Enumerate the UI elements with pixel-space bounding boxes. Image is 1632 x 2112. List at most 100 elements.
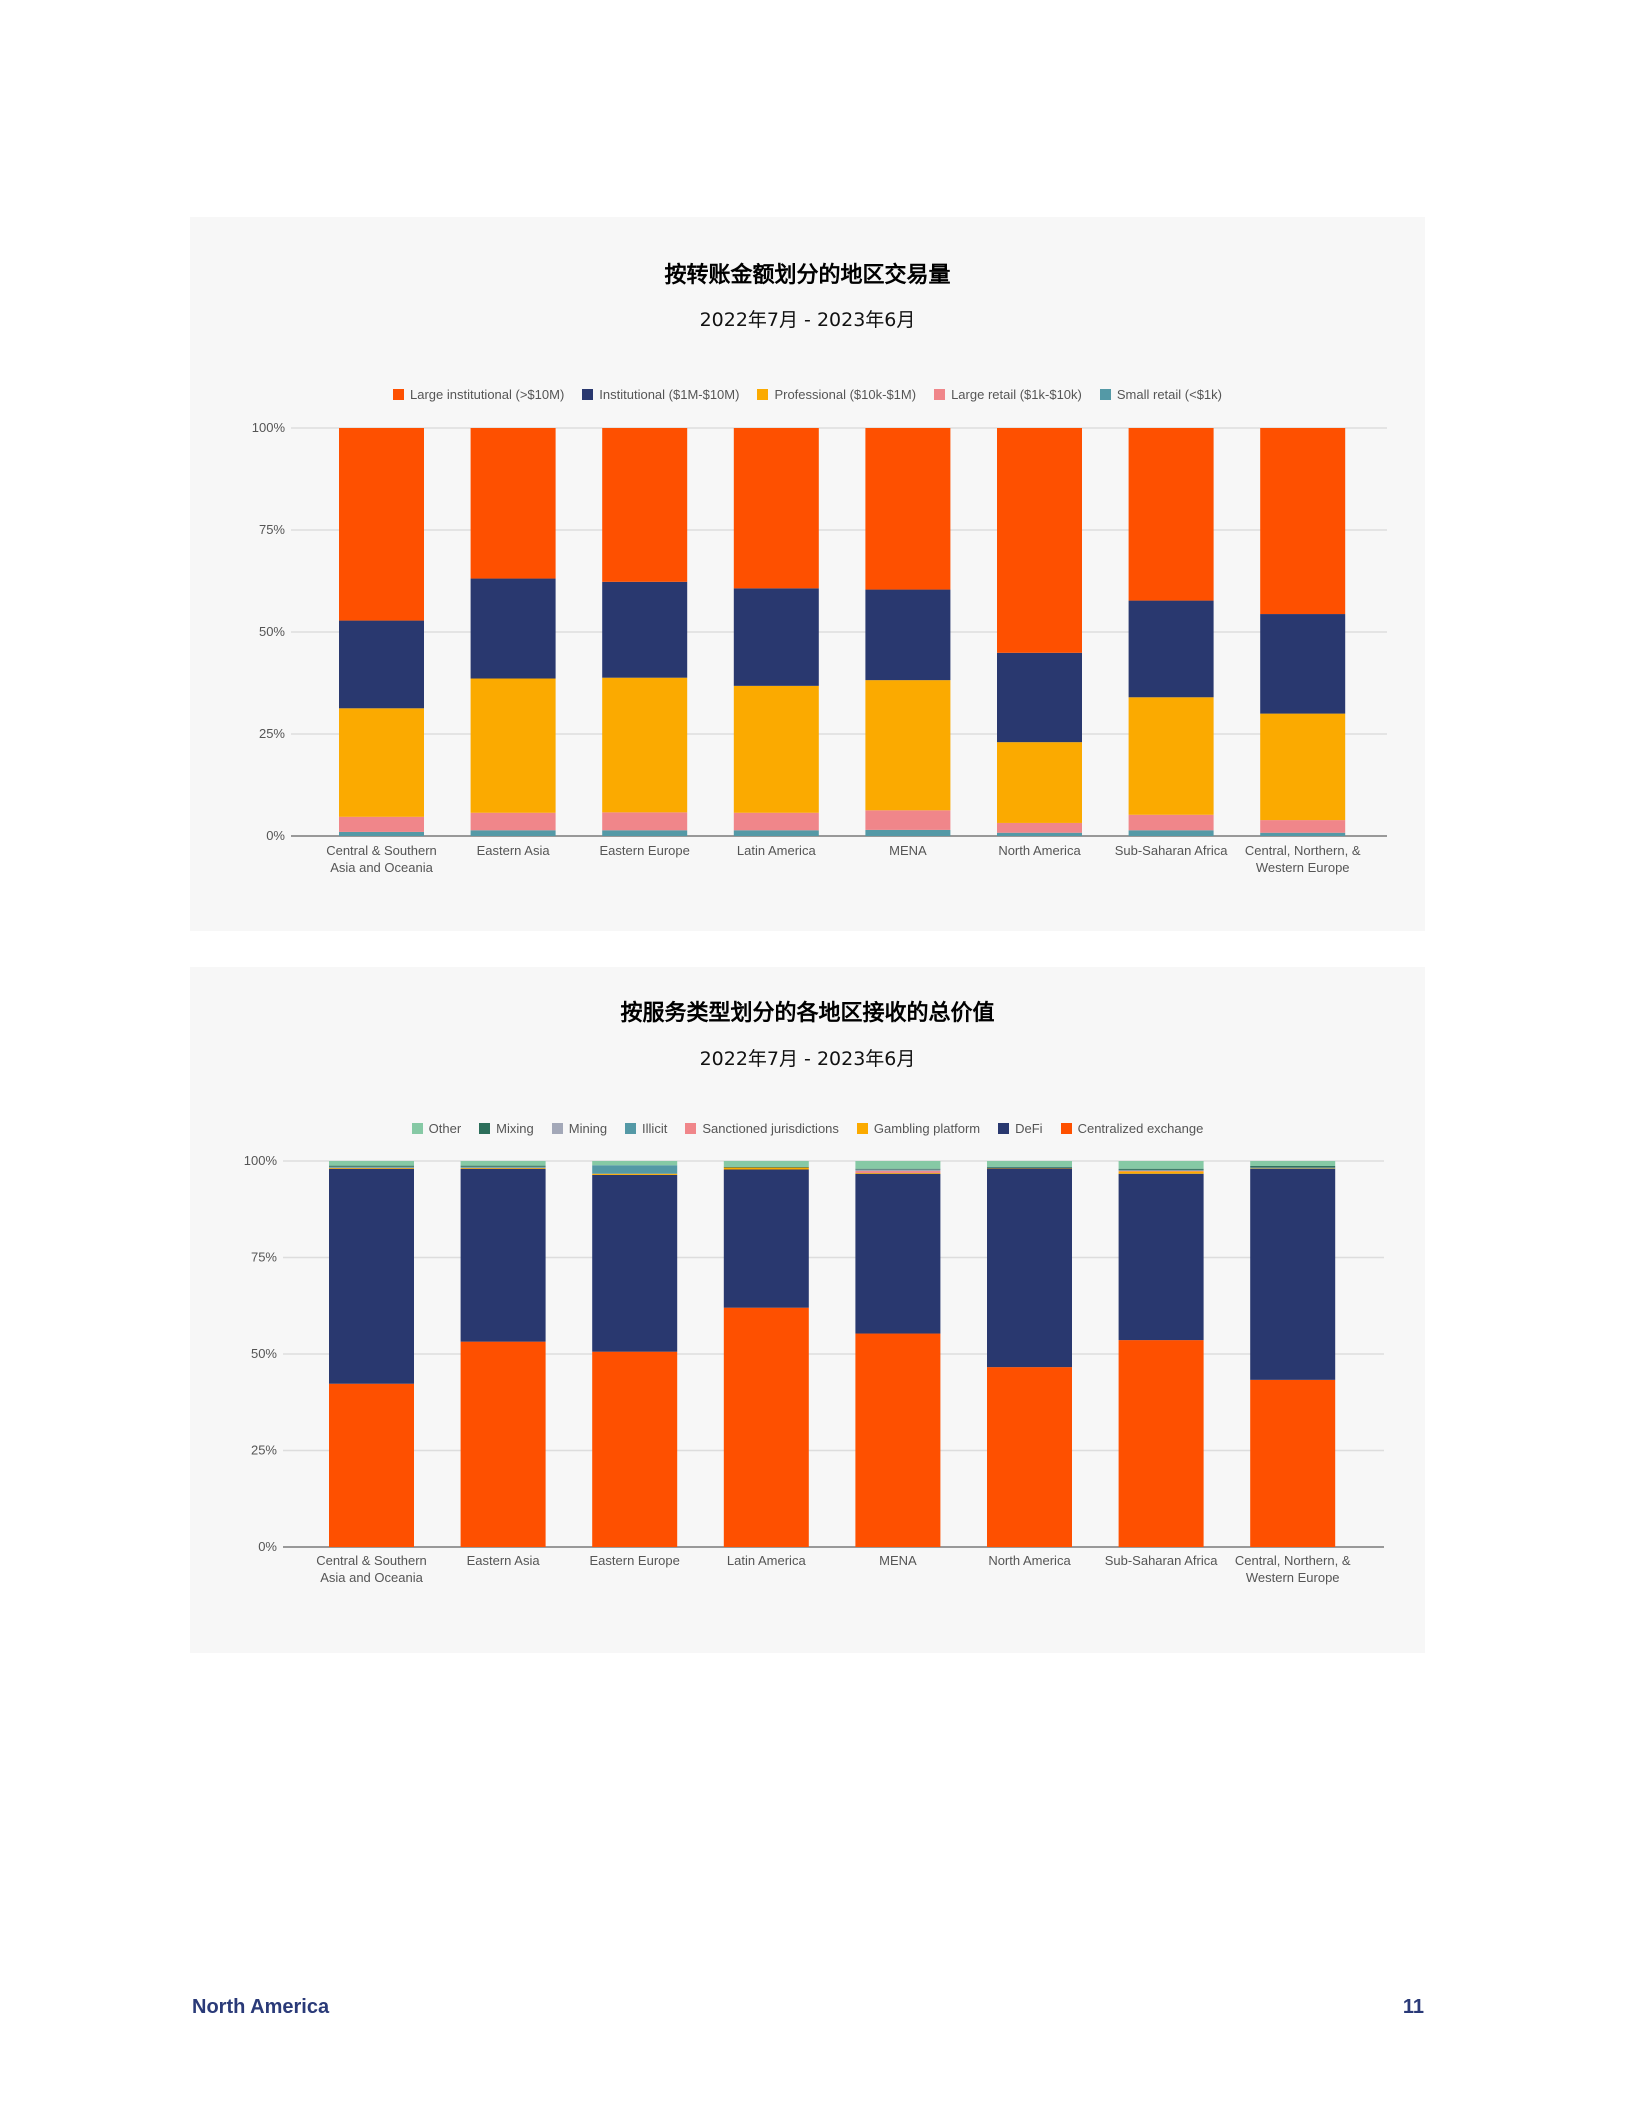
y-tick-label: 100% bbox=[244, 1153, 278, 1168]
bar-segment bbox=[987, 1161, 1072, 1167]
x-tick-label: Central & Southern bbox=[316, 1553, 427, 1568]
x-tick-label: Western Europe bbox=[1246, 1570, 1340, 1585]
legend-label: Large retail ($1k-$10k) bbox=[951, 387, 1082, 402]
legend-swatch bbox=[393, 389, 404, 400]
bar-segment bbox=[329, 1166, 414, 1168]
legend-swatch bbox=[856, 1123, 868, 1134]
legend-item[interactable]: Institutional ($1M-$10M) bbox=[582, 387, 739, 402]
bar-segment bbox=[997, 652, 1082, 743]
bar-segment bbox=[855, 1161, 941, 1169]
x-tick-label: MENA bbox=[879, 1553, 917, 1568]
bar-segment bbox=[997, 822, 1082, 833]
x-tick-label: Asia and Oceania bbox=[330, 860, 433, 875]
legend-label: Gambling platform bbox=[873, 1121, 981, 1136]
y-tick-label: 0% bbox=[266, 828, 285, 843]
x-tick-label: Central, Northern, & bbox=[1245, 843, 1361, 858]
bar-segment bbox=[865, 589, 951, 681]
chart-panel-transfer-size: 按转账金额划分的地区交易量 2022年7月 - 2023年6月 Large in… bbox=[190, 217, 1425, 931]
legend-label: Small retail (<$1k) bbox=[1116, 387, 1222, 402]
bar-segment bbox=[1118, 1168, 1204, 1170]
legend-item[interactable]: Centralized exchange bbox=[1060, 1121, 1204, 1136]
legend-item[interactable]: Mining bbox=[551, 1121, 608, 1136]
legend-item[interactable]: Small retail (<$1k) bbox=[1099, 387, 1222, 402]
legend-item[interactable]: DeFi bbox=[998, 1121, 1043, 1136]
legend-swatch bbox=[1099, 389, 1111, 400]
legend-item[interactable]: Mixing bbox=[479, 1121, 534, 1136]
legend-swatch bbox=[1060, 1123, 1072, 1134]
legend-item[interactable]: Illicit bbox=[625, 1121, 667, 1136]
legend-item[interactable]: Other bbox=[411, 1121, 461, 1136]
legend-swatch bbox=[757, 389, 769, 400]
x-tick-label: Eastern Asia bbox=[467, 1553, 541, 1568]
bar-segment bbox=[733, 830, 819, 836]
bar-segment bbox=[470, 830, 556, 836]
bar-segment bbox=[470, 428, 556, 579]
bar-segment bbox=[329, 1161, 414, 1166]
bar-segment bbox=[865, 428, 951, 590]
chart-plot: 0% 25% 50% 75% 100% Central & Southern Asia an… bbox=[244, 1153, 1384, 1585]
bar-segment bbox=[1118, 1161, 1204, 1169]
legend-item[interactable]: Professional ($10k-$1M) bbox=[757, 387, 916, 402]
x-tick-label: Sub-Saharan Africa bbox=[1105, 1553, 1219, 1568]
bar-segment bbox=[1260, 428, 1346, 615]
page-number: 11 bbox=[1402, 1996, 1424, 2018]
bar-segment bbox=[1128, 428, 1214, 601]
bar-segment bbox=[1118, 1169, 1204, 1171]
bar-segment bbox=[329, 1165, 414, 1167]
bar-segment bbox=[470, 578, 556, 679]
x-tick-label: Latin America bbox=[737, 843, 817, 858]
bar-segment bbox=[733, 588, 819, 686]
bar-segment bbox=[1260, 713, 1346, 821]
x-tick-label: Eastern Europe bbox=[600, 843, 690, 858]
legend-item[interactable]: Sanctioned jurisdictions bbox=[685, 1121, 839, 1136]
bar-segment bbox=[723, 1169, 809, 1308]
bar-segment bbox=[329, 1383, 414, 1547]
bar-segment bbox=[997, 742, 1082, 823]
bar-segment bbox=[329, 1167, 414, 1168]
y-tick-label: 50% bbox=[259, 624, 285, 639]
y-tick-label: 75% bbox=[251, 1250, 277, 1265]
bar-segment bbox=[339, 831, 424, 836]
bar-segment bbox=[1250, 1166, 1336, 1168]
legend-label: Centralized exchange bbox=[1077, 1121, 1204, 1136]
bar-segment bbox=[987, 1166, 1072, 1168]
bar-segment bbox=[460, 1166, 546, 1168]
bar-segment bbox=[1250, 1167, 1336, 1169]
legend-item[interactable]: Gambling platform bbox=[856, 1121, 981, 1136]
bar-segment bbox=[855, 1333, 941, 1547]
bar-segment bbox=[987, 1167, 1072, 1169]
chart-title: 按服务类型划分的各地区接收的总价值 bbox=[620, 1001, 995, 1026]
x-tick-label: Eastern Europe bbox=[590, 1553, 680, 1568]
legend-swatch bbox=[934, 389, 946, 400]
bar-segment bbox=[602, 581, 688, 678]
legend-item[interactable]: Large institutional (>$10M) bbox=[393, 387, 564, 402]
bar-segment bbox=[855, 1171, 941, 1173]
bar-segment bbox=[339, 428, 424, 621]
x-tick-label: MENA bbox=[889, 843, 927, 858]
bar-segment bbox=[592, 1351, 678, 1547]
legend-label: Mining bbox=[568, 1121, 608, 1136]
bar-segment bbox=[987, 1167, 1072, 1169]
chart-plot: 0% 25% 50% 75% 100% Central & Southern Asia an… bbox=[252, 420, 1387, 875]
bar-segment bbox=[1250, 1379, 1336, 1547]
bar-segment bbox=[723, 1161, 809, 1167]
bar-segment bbox=[733, 685, 819, 813]
legend-label: Professional ($10k-$1M) bbox=[774, 387, 917, 402]
bar-segment bbox=[855, 1173, 941, 1334]
legend-label: DeFi bbox=[1015, 1121, 1043, 1136]
y-tick-label: 25% bbox=[259, 726, 285, 741]
chart-subtitle: 2022年7月 - 2023年6月 bbox=[699, 1048, 916, 1070]
bar-segment bbox=[723, 1166, 809, 1168]
bar-segment bbox=[329, 1167, 414, 1169]
legend-item[interactable]: Large retail ($1k-$10k) bbox=[934, 387, 1082, 402]
x-tick-label: Sub-Saharan Africa bbox=[1115, 843, 1229, 858]
bar-segment bbox=[592, 1173, 678, 1175]
bar-segment bbox=[1260, 820, 1346, 833]
bar-segment bbox=[592, 1165, 678, 1174]
x-tick-label: North America bbox=[998, 843, 1081, 858]
bar-segment bbox=[592, 1174, 678, 1352]
bar-segment bbox=[1128, 697, 1214, 815]
bar-segment bbox=[723, 1167, 809, 1170]
bar-segment bbox=[865, 829, 951, 836]
legend-swatch bbox=[411, 1123, 423, 1134]
